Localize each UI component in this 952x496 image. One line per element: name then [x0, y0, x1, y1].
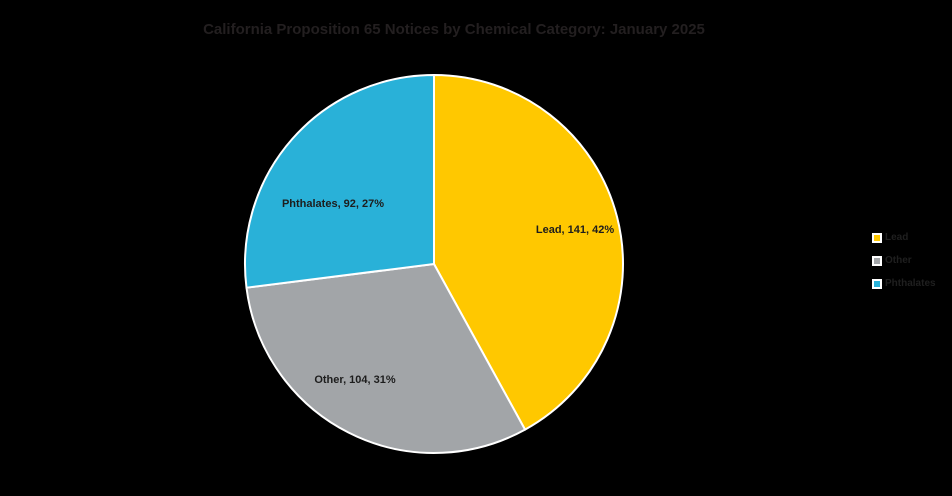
- legend-item-phthalates: Phthalates: [872, 279, 936, 289]
- pie-slice-lead: [433, 74, 624, 431]
- pie-slice-other: [245, 263, 527, 454]
- legend-marker-lead: [872, 233, 882, 243]
- pie-slice-phthalates: [244, 74, 435, 289]
- pie-data-label-other: Other, 104, 31%: [314, 374, 396, 386]
- legend-label: Lead: [885, 232, 909, 243]
- legend-label: Other: [885, 255, 912, 266]
- pie-chart: [244, 74, 624, 454]
- pie-data-label-lead: Lead, 141, 42%: [535, 224, 615, 236]
- legend-item-lead: Lead: [872, 233, 936, 243]
- chart-title: California Proposition 65 Notices by Che…: [203, 21, 705, 38]
- legend-marker-phthalates: [872, 279, 882, 289]
- legend-marker-other: [872, 256, 882, 266]
- legend-label: Phthalates: [885, 278, 936, 289]
- legend: Lead Other Phthalates: [872, 233, 936, 302]
- legend-item-other: Other: [872, 256, 936, 266]
- pie-data-label-phthalates: Phthalates, 92, 27%: [281, 198, 385, 210]
